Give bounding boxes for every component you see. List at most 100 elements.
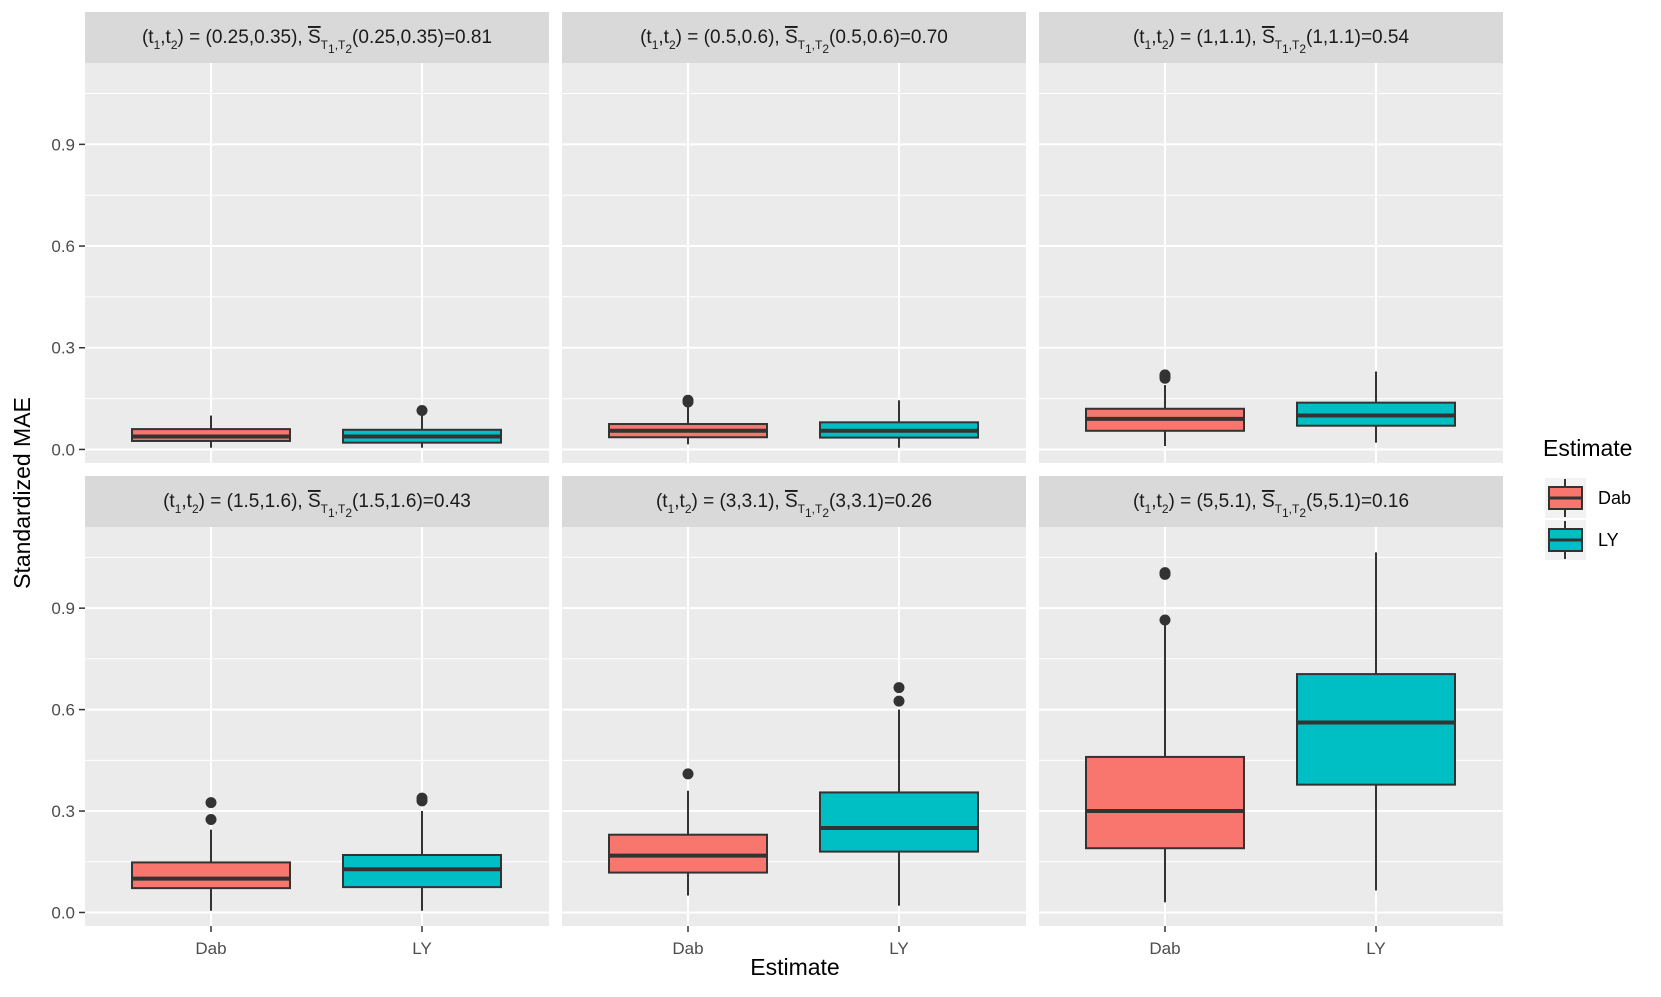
strip-t-value: ) = (1,1.1), <box>1169 27 1262 48</box>
strip-background <box>1039 476 1503 527</box>
y-tick-label: 0.9 <box>51 135 75 154</box>
outlier-point <box>416 792 428 804</box>
strip-s-sub-mid: ,T <box>1289 502 1300 516</box>
strip-t-mid: ,t <box>674 491 685 512</box>
x-axis-title: Estimate <box>750 954 839 980</box>
box-ly <box>342 792 502 911</box>
strip-s-value: (0.5,0.6)=0.70 <box>829 27 948 48</box>
strip-s-sub-mid: ,T <box>812 38 823 52</box>
strip-t-label: (t <box>1133 491 1145 512</box>
y-tick-label: 0.0 <box>51 440 75 459</box>
strip-s-letter: S <box>1262 27 1275 48</box>
outlier-point <box>682 768 694 780</box>
strip-s-letter: S <box>1262 491 1275 512</box>
strip-t-sub1: 1 <box>668 502 675 516</box>
outlier-point <box>893 682 905 694</box>
strip-t-label: (t <box>640 27 652 48</box>
strip-label: (t1,t2) = (0.25,0.35), ST1,T2(0.25,0.35)… <box>142 27 492 56</box>
strip-t-mid: ,t <box>658 27 669 48</box>
strip-t-sub1: 1 <box>1145 38 1152 52</box>
strip-s-sub-mid: ,T <box>335 502 346 516</box>
legend-entry-dab: Dab <box>1545 478 1631 518</box>
strip-s-value: (3,3.1)=0.26 <box>829 491 932 512</box>
y-tick-label: 0.0 <box>51 903 75 922</box>
box-ly <box>1296 371 1456 443</box>
plot-background <box>85 63 549 463</box>
strip-s-sub-sub1: 1 <box>328 506 335 520</box>
strip-label: (t1,t2) = (0.5,0.6), ST1,T2(0.5,0.6)=0.7… <box>640 27 948 56</box>
facet-panel: (t1,t2) = (1.5,1.6), ST1,T2(1.5,1.6)=0.4… <box>85 476 549 926</box>
strip-t-value: ) = (1.5,1.6), <box>199 491 308 512</box>
strip-s-value: (1,1.1)=0.54 <box>1306 27 1409 48</box>
box-body <box>1085 755 1245 850</box>
strip-t-label: (t <box>656 491 668 512</box>
x-tick-label: Dab <box>1149 939 1180 958</box>
strip-label: (t1,t2) = (3,3.1), ST1,T2(3,3.1)=0.26 <box>656 491 932 520</box>
strip-t-mid: ,t <box>1151 491 1162 512</box>
facet-panel: (t1,t2) = (1,1.1), ST1,T2(1,1.1)=0.54 <box>1039 12 1503 463</box>
strip-s-sub-sub1: 1 <box>805 42 812 56</box>
y-axes: 0.0 0.3 0.6 0.9 0.0 0.3 0.6 0.9 <box>51 135 85 922</box>
strip-label: (t1,t2) = (1.5,1.6), ST1,T2(1.5,1.6)=0.4… <box>163 491 471 520</box>
strip-t-mid: ,t <box>160 27 171 48</box>
facet-panel: (t1,t2) = (5,5.1), ST1,T2(5,5.1)=0.16 <box>1039 476 1503 926</box>
strip-s-letter: S <box>308 491 321 512</box>
legend-title: Estimate <box>1543 435 1632 461</box>
outlier-point <box>205 813 217 825</box>
box-body <box>1296 673 1456 786</box>
strip-background <box>85 12 549 63</box>
strip-background <box>562 476 1026 527</box>
strip-t-sub2: 2 <box>1162 38 1169 52</box>
legend-label: LY <box>1598 530 1619 550</box>
strip-t-value: ) = (0.5,0.6), <box>676 27 785 48</box>
strip-t-sub1: 1 <box>154 38 161 52</box>
strip-t-sub2: 2 <box>1162 502 1169 516</box>
box-dab <box>131 797 291 911</box>
strip-s-sub: T <box>321 38 329 52</box>
strip-s-letter: S <box>785 491 798 512</box>
x-tick-label: Dab <box>195 939 226 958</box>
strip-s-sub: T <box>1275 502 1283 516</box>
x-axes: Dab LY Dab LY Dab LY <box>195 926 1386 958</box>
strip-t-sub1: 1 <box>652 38 659 52</box>
strip-label: (t1,t2) = (1,1.1), ST1,T2(1,1.1)=0.54 <box>1133 27 1409 56</box>
facet-panel: (t1,t2) = (0.25,0.35), ST1,T2(0.25,0.35)… <box>85 12 549 463</box>
outlier-point <box>1159 614 1171 626</box>
x-tick-label: LY <box>1366 939 1386 958</box>
box-ly <box>342 404 502 448</box>
legend-entry-ly: LY <box>1545 520 1619 560</box>
strip-s-sub: T <box>798 38 806 52</box>
y-axis-title: Standardized MAE <box>9 397 35 589</box>
strip-t-sub2: 2 <box>669 38 676 52</box>
facet-panel: (t1,t2) = (0.5,0.6), ST1,T2(0.5,0.6)=0.7… <box>562 12 1026 463</box>
strip-t-value: ) = (3,3.1), <box>692 491 785 512</box>
outlier-point <box>1159 567 1171 579</box>
strip-s-sub-mid: ,T <box>335 38 346 52</box>
box-dab <box>608 394 768 445</box>
box-body <box>819 791 979 853</box>
box-dab <box>608 768 768 896</box>
box-ly <box>819 400 979 448</box>
box-body <box>131 861 291 890</box>
strip-label: (t1,t2) = (5,5.1), ST1,T2(5,5.1)=0.16 <box>1133 491 1409 520</box>
strip-t-sub2: 2 <box>171 38 178 52</box>
box-dab <box>131 415 291 448</box>
strip-s-sub-sub1: 1 <box>1282 506 1289 520</box>
box-ly <box>819 682 979 906</box>
x-tick-label: LY <box>412 939 432 958</box>
facet-panels: (t1,t2) = (0.25,0.35), ST1,T2(0.25,0.35)… <box>85 12 1503 926</box>
strip-s-sub-sub1: 1 <box>328 42 335 56</box>
legend: Estimate Dab LY <box>1543 435 1632 560</box>
strip-t-label: (t <box>163 491 175 512</box>
strip-s-value: (5,5.1)=0.16 <box>1306 491 1409 512</box>
box-ly <box>1296 552 1456 891</box>
legend-label: Dab <box>1598 488 1631 508</box>
strip-s-letter: S <box>308 27 321 48</box>
strip-s-sub-sub1: 1 <box>1282 42 1289 56</box>
box-dab <box>1085 567 1245 903</box>
y-tick-label: 0.6 <box>51 237 75 256</box>
box-dab <box>1085 369 1245 447</box>
strip-s-sub-sub2: 2 <box>1299 42 1306 56</box>
strip-s-value: (1.5,1.6)=0.43 <box>352 491 471 512</box>
